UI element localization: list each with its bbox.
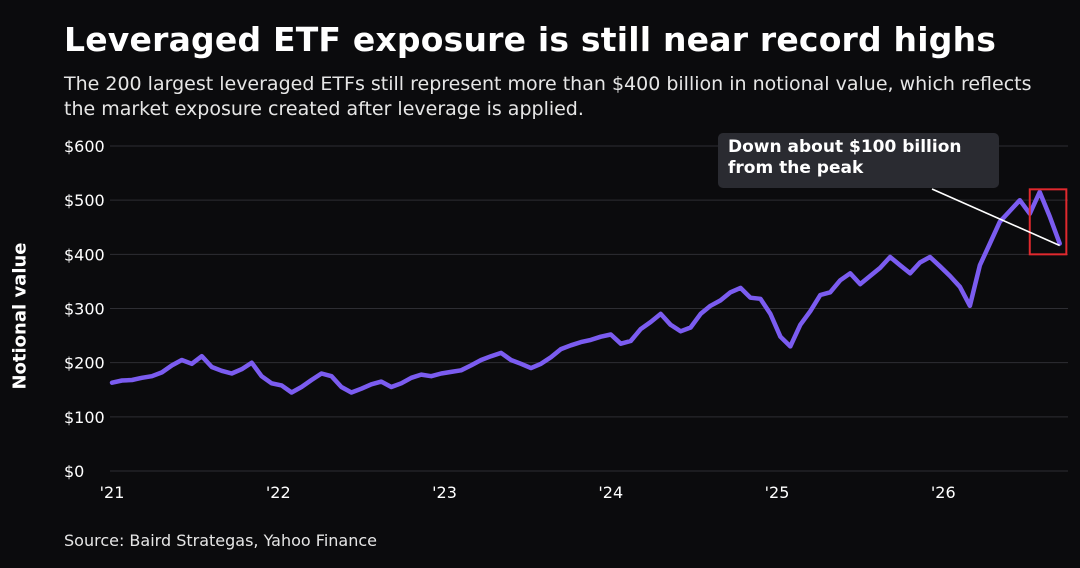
highlight-box: [1028, 188, 1068, 256]
y-tick-label: $500: [64, 191, 105, 210]
y-tick-label: $300: [64, 300, 105, 319]
annotation-box: [718, 133, 999, 188]
annotation-pointer: [931, 188, 1061, 247]
source-note: Source: Baird Strategas, Yahoo Finance: [64, 531, 377, 550]
annotation-text: Down about $100 billion from the peak: [728, 137, 998, 179]
x-tick-labels: '21 '22 '23 '24 '25 '26: [100, 483, 956, 502]
x-tick-label: '22: [266, 483, 291, 502]
annotation-line-2: from the peak: [728, 158, 864, 178]
y-tick-label: $600: [64, 137, 105, 156]
series-line: [109, 189, 1062, 395]
y-tick-label: $100: [64, 408, 105, 427]
y-tick-label: $400: [64, 245, 105, 264]
x-tick-label: '24: [598, 483, 623, 502]
annotation-line-1: Down about $100 billion: [728, 137, 962, 157]
x-tick-label: '26: [931, 483, 956, 502]
chart-subtitle: The 200 largest leveraged ETFs still rep…: [64, 73, 1032, 120]
x-tick-label: '21: [100, 483, 125, 502]
y-tick-labels: $0 $100 $200 $300 $400 $500 $600: [64, 137, 105, 481]
grid-lines: [110, 145, 1068, 472]
y-tick-label: $200: [64, 354, 105, 373]
x-tick-label: '25: [765, 483, 790, 502]
chart-title: Leveraged ETF exposure is still near rec…: [64, 20, 997, 59]
x-tick-label: '23: [432, 483, 457, 502]
y-tick-label: $0: [64, 462, 84, 481]
